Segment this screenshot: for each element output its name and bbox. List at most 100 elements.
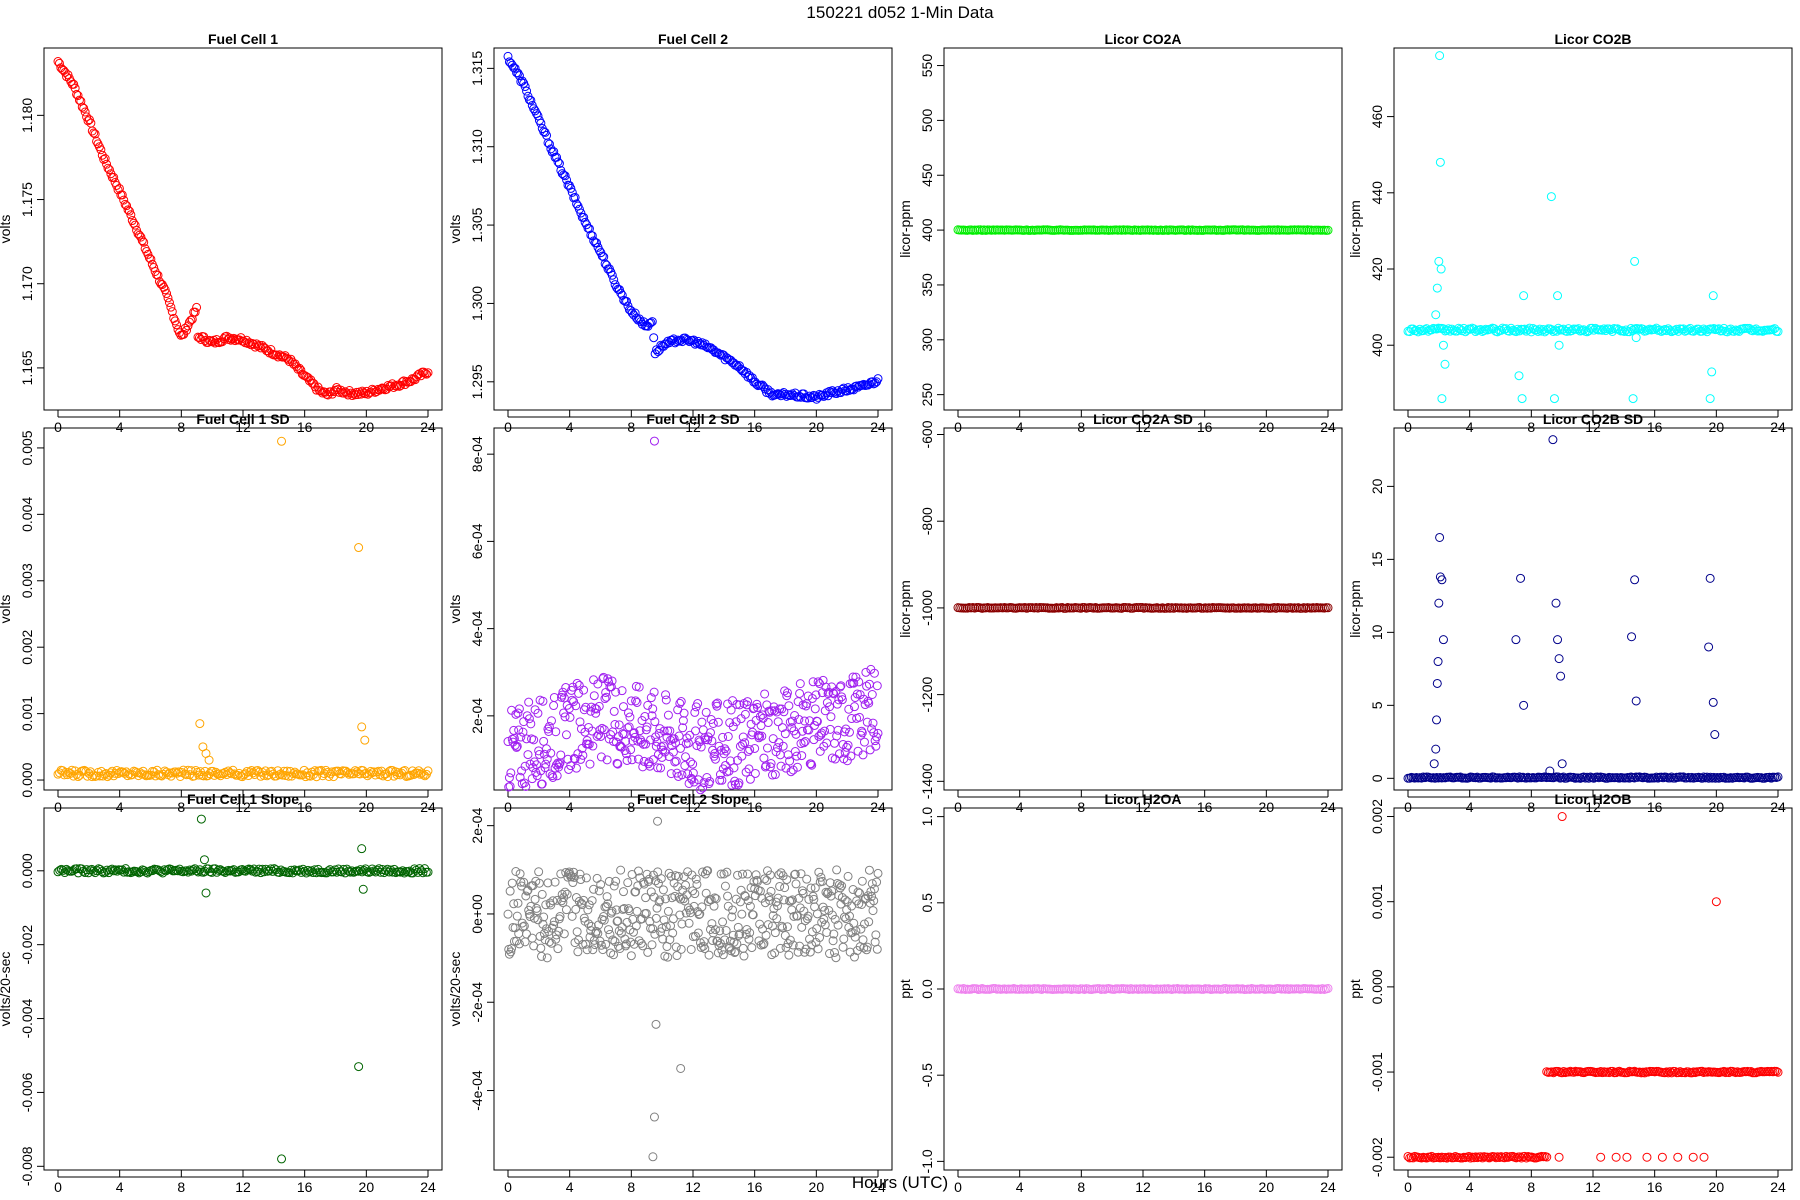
data-point: [595, 725, 605, 735]
data-point: [858, 935, 868, 945]
data-point: [648, 704, 658, 714]
data-point: [634, 682, 644, 692]
outlier-point: [1546, 192, 1556, 202]
data-point: [584, 919, 594, 929]
data-point: [825, 949, 835, 959]
data-point: [868, 906, 878, 916]
data-point: [668, 747, 678, 757]
data-point: [591, 704, 601, 714]
data-point: [1705, 772, 1715, 782]
data-point: [552, 771, 562, 781]
data-point: [644, 757, 654, 767]
data-point: [137, 236, 147, 246]
data-point: [1501, 1151, 1511, 1161]
data-point: [780, 930, 790, 940]
data-point: [559, 170, 569, 180]
data-point: [573, 947, 583, 957]
data-point: [779, 707, 789, 717]
data-point: [609, 950, 619, 960]
outlier-point: [1553, 291, 1563, 301]
data-point: [787, 905, 797, 915]
data-point: [534, 749, 544, 759]
data-point: [735, 929, 745, 939]
data-point: [571, 701, 581, 711]
data-point: [104, 165, 114, 175]
data-point: [738, 869, 748, 879]
data-point: [690, 707, 700, 717]
data-point: [740, 709, 750, 719]
x-tick-label: 4: [1466, 799, 1474, 815]
data-point: [637, 914, 647, 924]
data-point: [384, 382, 394, 392]
data-point: [671, 942, 681, 952]
data-point: [672, 337, 682, 347]
data-point: [868, 718, 878, 728]
x-tick-label: 24: [870, 1179, 886, 1195]
data-point: [120, 199, 130, 209]
data-point: [772, 389, 782, 399]
data-point: [850, 932, 860, 942]
data-point: [509, 733, 519, 743]
data-point: [775, 943, 785, 953]
data-point: [596, 940, 606, 950]
data-point: [1442, 325, 1452, 335]
x-tick-label: 0: [954, 1179, 962, 1195]
x-tick-label: 4: [116, 1179, 124, 1195]
data-point: [653, 763, 663, 773]
data-point: [591, 708, 601, 718]
data-point: [741, 767, 751, 777]
data-point: [761, 930, 771, 940]
outlier-point: [1440, 359, 1450, 369]
data-point: [1680, 1068, 1690, 1078]
data-point: [58, 865, 68, 875]
data-point: [1464, 1151, 1474, 1161]
outlier-point: [1710, 730, 1720, 740]
data-point: [325, 769, 335, 779]
data-point: [219, 334, 229, 344]
data-point: [670, 338, 680, 348]
data-point: [1614, 325, 1624, 335]
data-point: [690, 889, 700, 899]
data-point: [740, 369, 750, 379]
data-point: [689, 777, 699, 787]
data-point: [347, 866, 357, 876]
data-point: [810, 704, 820, 714]
data-point: [1665, 325, 1675, 335]
data-point: [862, 942, 872, 952]
data-point: [611, 687, 621, 697]
data-point: [383, 381, 393, 391]
data-point: [667, 335, 677, 345]
data-point: [127, 216, 137, 226]
data-point: [627, 755, 637, 765]
data-point: [607, 906, 617, 916]
data-point: [723, 891, 733, 901]
data-point: [551, 727, 561, 737]
x-tick-label: 20: [1709, 799, 1725, 815]
data-point: [713, 717, 723, 727]
y-tick-label: 15: [1369, 551, 1385, 567]
data-point: [392, 381, 402, 391]
data-point: [776, 868, 786, 878]
y-axis-label: licor-ppm: [897, 580, 913, 638]
data-point: [242, 865, 252, 875]
data-point: [765, 762, 775, 772]
data-point: [571, 763, 581, 773]
data-point: [599, 912, 609, 922]
data-point: [1697, 773, 1707, 783]
data-point: [1770, 324, 1780, 334]
data-point: [598, 945, 608, 955]
x-tick-label: 0: [1404, 799, 1412, 815]
data-point: [529, 735, 539, 745]
data-point: [770, 706, 780, 716]
y-tick-label: 0: [1369, 774, 1385, 782]
data-point: [519, 877, 529, 887]
data-point: [792, 911, 802, 921]
panel-fc2slope: Fuel Cell 2 Slope volts/20-sec 0 4 8 12 16 20 24…: [447, 791, 893, 1195]
data-point: [623, 878, 633, 888]
data-point: [601, 687, 611, 697]
data-point: [812, 909, 822, 919]
data-point: [510, 63, 520, 73]
data-point: [763, 718, 773, 728]
data-point: [642, 722, 652, 732]
data-point: [154, 277, 164, 287]
